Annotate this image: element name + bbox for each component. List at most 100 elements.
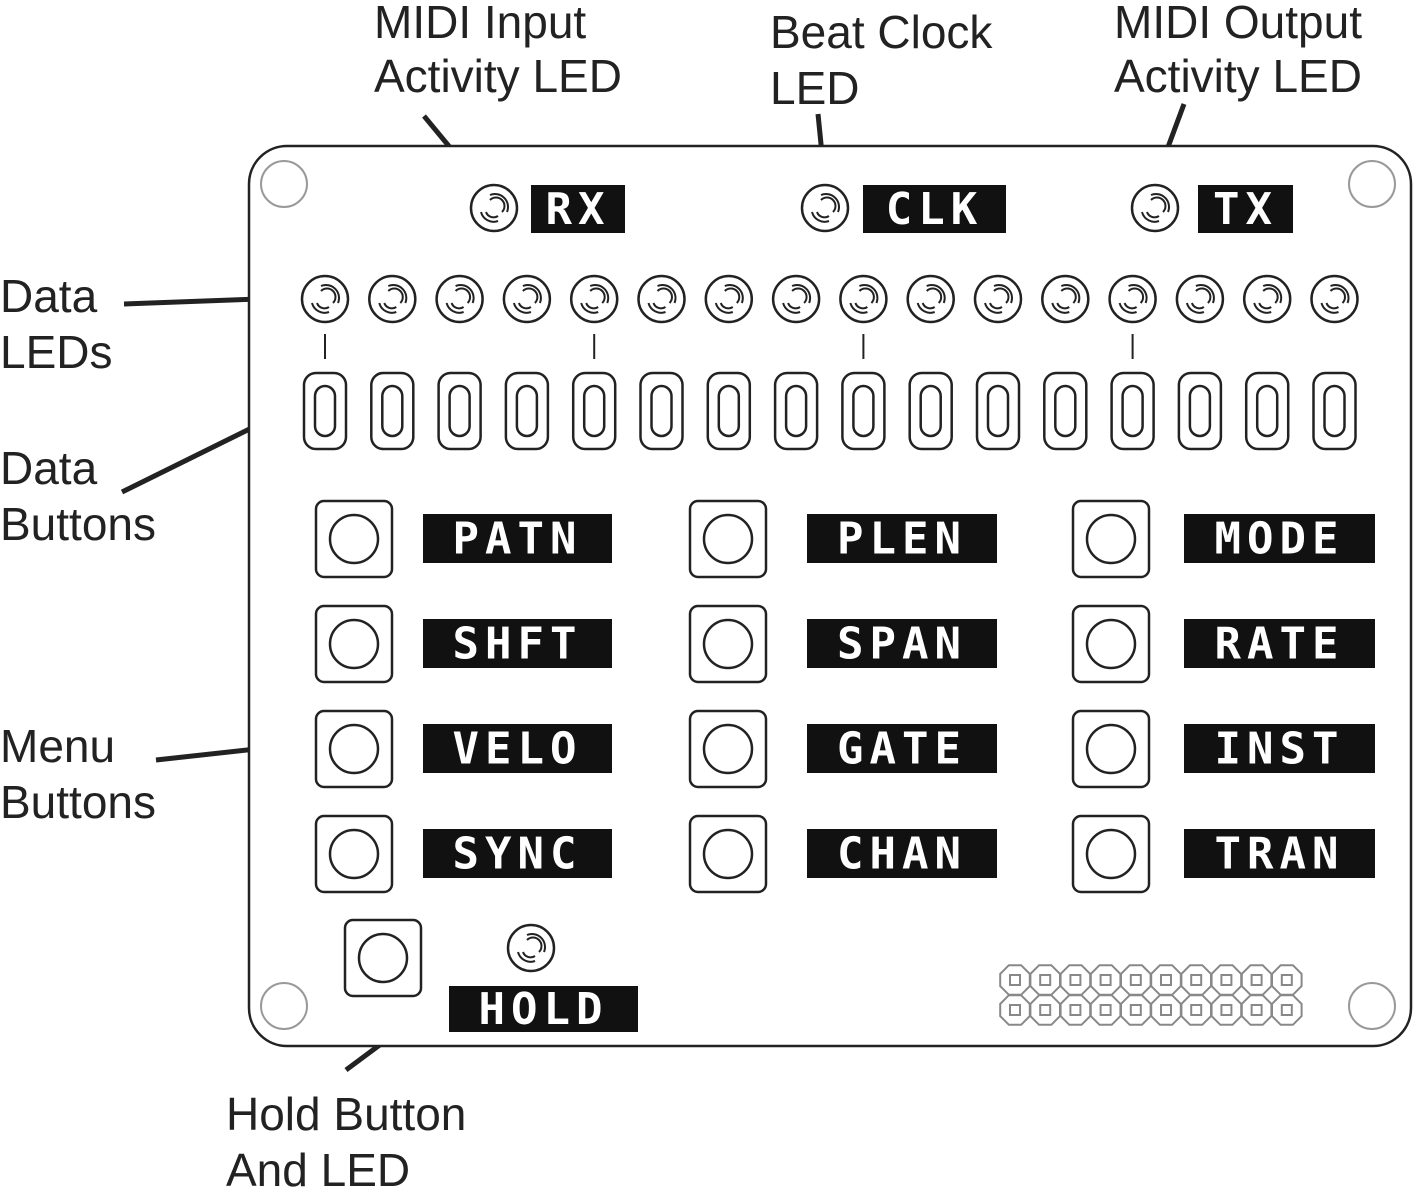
led-glare-icon — [387, 284, 408, 304]
data-button-cap-icon[interactable] — [919, 384, 942, 438]
data-button-2[interactable] — [370, 371, 415, 451]
data-button-row — [302, 334, 1357, 451]
menu-button-chan[interactable] — [688, 814, 768, 894]
data-button-3[interactable] — [437, 371, 482, 451]
data-button-8[interactable] — [773, 371, 819, 451]
data-led-5 — [569, 274, 619, 324]
menu-label-sync: SYNC — [423, 829, 612, 880]
button-cap-icon[interactable] — [1085, 618, 1137, 670]
led-glare-icon — [993, 284, 1013, 304]
menu-button-mode[interactable] — [1071, 499, 1151, 579]
menu-button-grid: PATN PLEN MODE SHFT SPAN RATE VELO GATE INST SYNC… — [314, 499, 1375, 894]
label-text: TRAN — [1215, 829, 1345, 880]
header-pin — [1210, 964, 1243, 996]
button-cap-icon[interactable] — [328, 513, 380, 565]
menu-button-plen[interactable] — [688, 499, 768, 579]
pin-square-icon — [1160, 1004, 1172, 1016]
button-cap-icon[interactable] — [702, 723, 754, 775]
callout-midi-output-line2: Activity LED — [1114, 50, 1362, 102]
data-button-16[interactable] — [1312, 371, 1357, 451]
data-button-cap-icon[interactable] — [717, 384, 741, 438]
data-button-cap-icon[interactable] — [1323, 384, 1346, 438]
data-button-12[interactable] — [1043, 371, 1088, 451]
led-body-icon — [1041, 274, 1090, 324]
menu-button-patn[interactable] — [314, 499, 394, 579]
data-button-cap-icon[interactable] — [448, 384, 471, 438]
led-glare-icon — [1127, 287, 1145, 304]
data-button-4[interactable] — [504, 371, 550, 451]
data-button-cap-icon[interactable] — [1054, 384, 1077, 438]
led-glare-icon — [1262, 287, 1279, 304]
data-button-cap-icon[interactable] — [313, 384, 337, 438]
callout-data-buttons-line2: Buttons — [0, 498, 156, 550]
data-button-cap-icon[interactable] — [784, 384, 808, 438]
menu-button-gate[interactable] — [688, 709, 768, 789]
led-glare-icon — [1060, 287, 1077, 304]
data-button-10[interactable] — [908, 371, 953, 451]
button-cap-icon[interactable] — [1085, 513, 1137, 565]
data-button-cap-icon[interactable] — [1121, 384, 1144, 438]
data-button-cap-icon[interactable] — [515, 384, 539, 438]
button-cap-icon[interactable] — [1085, 828, 1137, 880]
led-body-icon — [506, 923, 556, 973]
data-button-cap-icon[interactable] — [1188, 384, 1212, 438]
button-cap-icon[interactable] — [328, 618, 380, 670]
data-button-7[interactable] — [706, 371, 752, 451]
button-cap-icon[interactable] — [702, 618, 754, 670]
data-button-9[interactable] — [841, 334, 886, 451]
menu-button-span[interactable] — [688, 604, 768, 684]
label-text: GATE — [837, 724, 967, 775]
data-button-13[interactable] — [1110, 334, 1155, 451]
mounting-hole-bottom-right — [1348, 982, 1396, 1030]
data-led-13 — [1108, 274, 1157, 324]
callout-data-leds-line1: Data — [0, 270, 98, 322]
pin-square-icon — [1099, 1004, 1112, 1016]
data-button-cap-icon[interactable] — [1255, 384, 1279, 438]
menu-button-inst[interactable] — [1071, 709, 1151, 789]
label-text: SYNC — [453, 829, 583, 880]
menu-button-rate[interactable] — [1071, 604, 1151, 684]
callout-data-leds-line2: LEDs — [0, 326, 112, 378]
data-button-1[interactable] — [302, 334, 348, 451]
button-cap-icon[interactable] — [1085, 723, 1137, 775]
button-cap-icon[interactable] — [328, 723, 380, 775]
label-plate — [423, 829, 612, 878]
menu-button-shft[interactable] — [314, 604, 394, 684]
led-glare-icon — [1330, 284, 1350, 304]
led-glare-icon — [820, 196, 837, 213]
data-button-cap-icon[interactable] — [986, 384, 1010, 438]
button-cap-icon[interactable] — [328, 828, 380, 880]
data-button-15[interactable] — [1244, 371, 1290, 451]
led-glare-icon — [454, 287, 472, 304]
led-glare-icon — [657, 284, 677, 304]
led-glare-icon — [489, 196, 506, 213]
led-glare-icon — [517, 302, 532, 310]
button-cap-icon[interactable] — [357, 932, 409, 984]
led-glare-icon — [811, 211, 830, 223]
data-button-cap-icon[interactable] — [650, 384, 673, 438]
button-cap-icon[interactable] — [702, 513, 754, 565]
led-glare-icon — [517, 951, 536, 963]
hold-button[interactable] — [343, 918, 423, 998]
led-glare-icon — [1185, 302, 1205, 314]
label-text: TX — [1213, 184, 1278, 235]
data-button-14[interactable] — [1177, 371, 1223, 451]
menu-button-sync[interactable] — [314, 814, 394, 894]
data-button-cap-icon[interactable] — [582, 384, 606, 438]
data-button-cap-icon[interactable] — [852, 384, 875, 438]
data-button-11[interactable] — [975, 371, 1021, 451]
menu-label-plen: PLEN — [807, 514, 997, 565]
led-glare-icon — [656, 287, 673, 304]
data-button-cap-icon[interactable] — [381, 384, 404, 438]
led-glare-icon — [1325, 302, 1340, 310]
menu-button-velo[interactable] — [314, 709, 394, 789]
button-cap-icon[interactable] — [702, 828, 754, 880]
data-button-5[interactable] — [571, 334, 617, 451]
data-button-6[interactable] — [639, 371, 684, 451]
led-glare-icon — [791, 287, 808, 304]
led-glare-icon — [585, 302, 599, 310]
menu-button-tran[interactable] — [1071, 814, 1151, 894]
led-glare-icon — [526, 933, 546, 953]
led-glare-icon — [311, 302, 330, 314]
label-text: SHFT — [453, 619, 583, 670]
